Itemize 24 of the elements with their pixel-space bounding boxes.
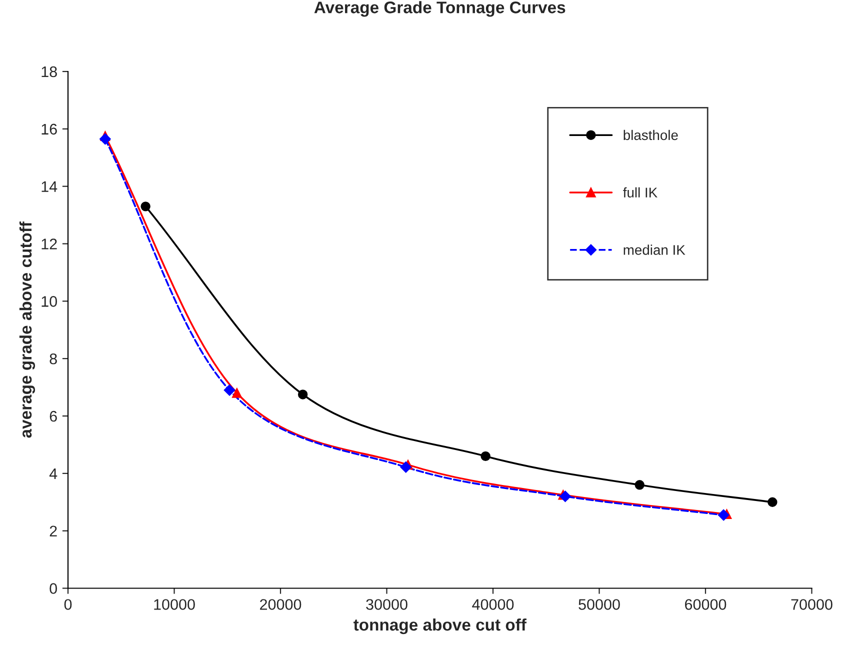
x-axis-title: tonnage above cut off bbox=[354, 618, 526, 634]
y-tick-label: 4 bbox=[49, 468, 58, 479]
y-tick-label: 12 bbox=[42, 238, 57, 250]
x-tick-label: 50000 bbox=[578, 599, 620, 610]
x-tick-label: 70000 bbox=[791, 599, 832, 610]
legend-label: full IK bbox=[623, 187, 658, 198]
y-tick-label: 2 bbox=[50, 526, 57, 536]
x-tick-label: 40000 bbox=[472, 599, 514, 610]
y-axis-title: average grade above cutoff bbox=[19, 221, 36, 438]
y-tick-label: 16 bbox=[42, 124, 57, 135]
chart-title: Average Grade Tonnage Curves bbox=[314, 1, 566, 17]
x-tick-label: 60000 bbox=[685, 599, 726, 610]
x-tick-label: 30000 bbox=[366, 599, 408, 610]
y-tick-label: 0 bbox=[50, 583, 57, 594]
x-tick-label: 20000 bbox=[260, 599, 302, 610]
legend-label: blasthole bbox=[624, 130, 678, 140]
y-tick-label: 10 bbox=[42, 296, 57, 307]
x-tick-label: 0 bbox=[64, 599, 72, 610]
y-tick-label: 8 bbox=[50, 353, 57, 364]
y-tick-label: 6 bbox=[50, 410, 57, 422]
x-tick-label: 10000 bbox=[154, 599, 195, 610]
y-tick-label: 18 bbox=[42, 66, 57, 78]
legend-label: median IK bbox=[624, 244, 686, 255]
y-tick-label: 14 bbox=[42, 181, 58, 192]
